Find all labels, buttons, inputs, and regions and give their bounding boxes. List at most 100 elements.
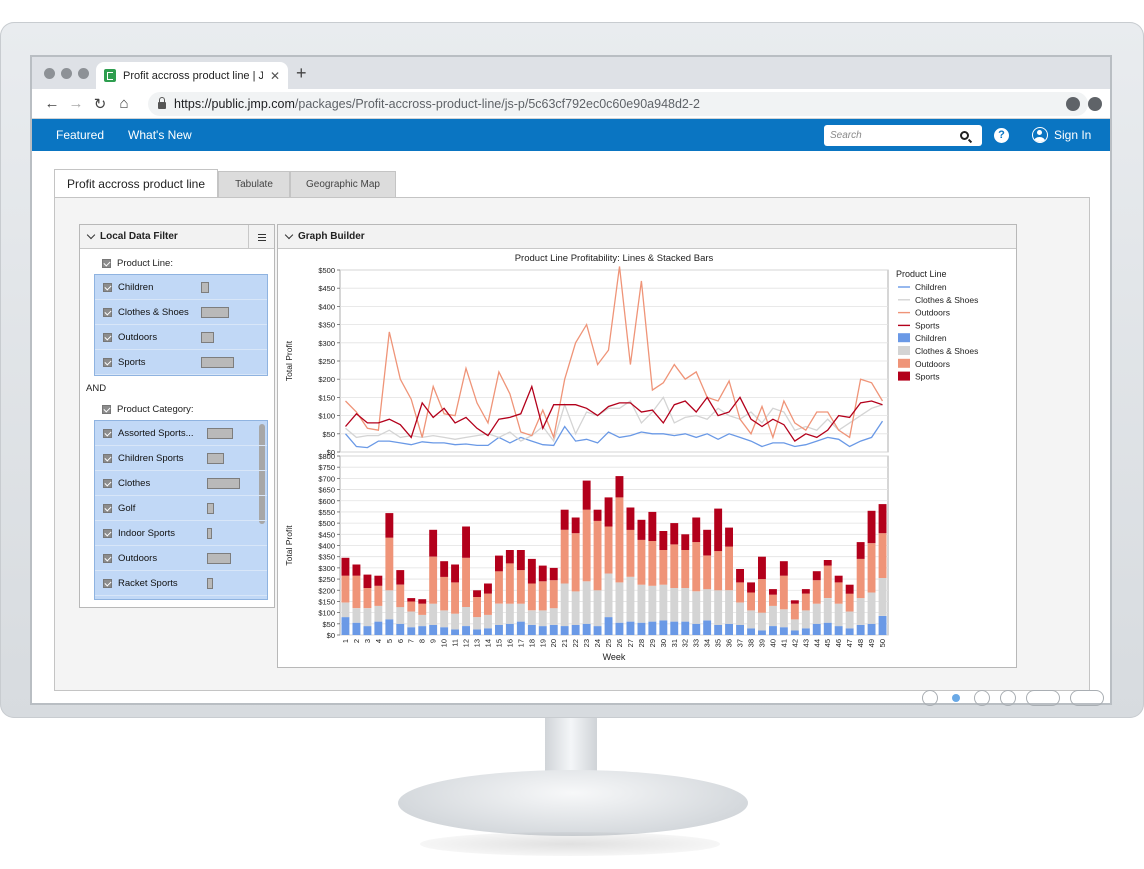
checkbox-icon[interactable] [103, 578, 112, 588]
checkbox-icon[interactable] [103, 307, 112, 317]
scrollbar[interactable] [259, 424, 265, 524]
checkbox-icon[interactable] [103, 282, 112, 292]
list-item[interactable]: Outdoors [95, 546, 267, 571]
chevron-down-icon[interactable] [284, 230, 294, 240]
bar-panel-tick-label: $650 [318, 486, 335, 495]
monitor-button[interactable] [922, 690, 938, 706]
checkbox-icon[interactable] [103, 453, 112, 463]
bar-segment [352, 608, 361, 623]
extension-icon[interactable] [1088, 97, 1102, 111]
bar-segment [670, 621, 679, 635]
bar-segment [747, 592, 755, 611]
home-icon[interactable]: ⌂ [119, 95, 129, 112]
close-window-icon[interactable] [44, 68, 55, 79]
bar-segment [747, 582, 755, 593]
checkbox-icon[interactable] [103, 478, 112, 488]
tab-geographic-map[interactable]: Geographic Map [290, 171, 396, 197]
checkbox-icon[interactable] [103, 428, 112, 438]
monitor-button[interactable] [1026, 690, 1060, 706]
power-led-icon [952, 694, 960, 702]
bar-segment [856, 598, 865, 625]
tab-tabulate[interactable]: Tabulate [218, 171, 290, 197]
x-tick-label: 22 [571, 639, 580, 647]
browser-tab[interactable]: Profit accross product line | JMP ✕ [96, 62, 288, 89]
checkbox-icon[interactable] [103, 357, 112, 367]
bar-panel-tick-label: $400 [318, 542, 335, 551]
address-bar[interactable]: https://public.jmp.com /packages/Profit-… [148, 92, 1088, 116]
bar-segment [834, 575, 843, 583]
bar-segment [779, 561, 788, 576]
sign-in-button[interactable]: Sign In [1032, 127, 1091, 143]
new-tab-button[interactable]: + [296, 63, 307, 83]
checkbox-icon[interactable] [102, 258, 111, 268]
product-line-group[interactable]: Product Line: [80, 252, 274, 274]
local-data-filter-header[interactable]: Local Data Filter [80, 225, 274, 249]
bar-segment [429, 556, 438, 604]
bar-segment [604, 617, 613, 635]
browser-tab-bar: Profit accross product line | JMP ✕ + [32, 57, 1110, 89]
bar-segment [396, 623, 405, 635]
forward-arrow-icon[interactable]: → [68, 95, 84, 112]
hamburger-menu-icon[interactable] [248, 225, 274, 249]
legend-item: Outdoors [915, 359, 950, 369]
checkbox-icon[interactable] [103, 553, 112, 563]
bar-segment [769, 594, 777, 606]
checkbox-icon[interactable] [103, 503, 112, 513]
bar-segment [725, 546, 733, 591]
search-icon[interactable] [960, 131, 969, 140]
monitor-button[interactable] [974, 690, 990, 706]
monitor-button[interactable] [1000, 690, 1016, 706]
nav-featured[interactable]: Featured [56, 128, 105, 142]
checkbox-icon[interactable] [102, 404, 111, 414]
list-item[interactable]: Clothes & Shoes [95, 300, 267, 325]
bar-segment [747, 628, 755, 635]
series-line-clothes-shoes [345, 396, 883, 443]
graph-builder-header[interactable]: Graph Builder [278, 225, 1016, 249]
nav-whats-new[interactable]: What's New [128, 128, 192, 142]
bar-segment [736, 569, 744, 583]
list-item[interactable]: Assorted Sports... [95, 421, 267, 446]
maximize-window-icon[interactable] [78, 68, 89, 79]
list-item[interactable]: Racket Sports [95, 571, 267, 596]
search-input[interactable] [830, 130, 960, 141]
bar-segment [396, 607, 405, 624]
bar-segment [429, 529, 438, 557]
list-item[interactable]: Sports [95, 350, 267, 375]
close-tab-icon[interactable]: ✕ [269, 68, 280, 83]
back-arrow-icon[interactable]: ← [44, 95, 60, 112]
profile-icon[interactable] [1066, 97, 1080, 111]
bar-segment [374, 621, 383, 635]
bar-segment [582, 623, 591, 635]
list-item[interactable]: Golf [95, 496, 267, 521]
bar-segment [363, 574, 372, 588]
chevron-down-icon[interactable] [86, 230, 96, 240]
bar-segment [407, 627, 416, 635]
bar-segment [670, 588, 679, 622]
bar-segment [692, 542, 701, 592]
bar-segment [681, 621, 690, 635]
chart: Product Line Profitability: Lines & Stac… [284, 253, 978, 662]
bar-segment [516, 603, 525, 622]
reload-icon[interactable]: ↻ [93, 95, 107, 113]
browser-toolbar: ← → ↻ ⌂ https://public.jmp.com /packages… [32, 89, 1110, 119]
bar-segment [725, 623, 733, 635]
product-category-group[interactable]: Product Category: [80, 398, 274, 420]
list-item[interactable]: Outdoors [95, 325, 267, 350]
bar-segment [549, 608, 558, 625]
list-item[interactable]: Children [95, 275, 267, 300]
list-item-label: Assorted Sports... [118, 427, 194, 439]
window-controls[interactable] [44, 68, 89, 79]
list-item[interactable]: Children Sports [95, 446, 267, 471]
count-bar [207, 578, 213, 589]
checkbox-icon[interactable] [103, 332, 112, 342]
checkbox-icon[interactable] [103, 528, 112, 538]
list-item[interactable]: Clothes [95, 471, 267, 496]
minimize-window-icon[interactable] [61, 68, 72, 79]
list-item[interactable]: Indoor Sports [95, 521, 267, 546]
bar-segment [779, 627, 788, 635]
help-icon[interactable]: ? [994, 128, 1009, 143]
line-panel-tick-label: $250 [318, 357, 335, 366]
tab-profit-across-product-line[interactable]: Profit accross product line [54, 169, 218, 197]
monitor-button[interactable] [1070, 690, 1104, 706]
bar-segment [801, 593, 810, 611]
